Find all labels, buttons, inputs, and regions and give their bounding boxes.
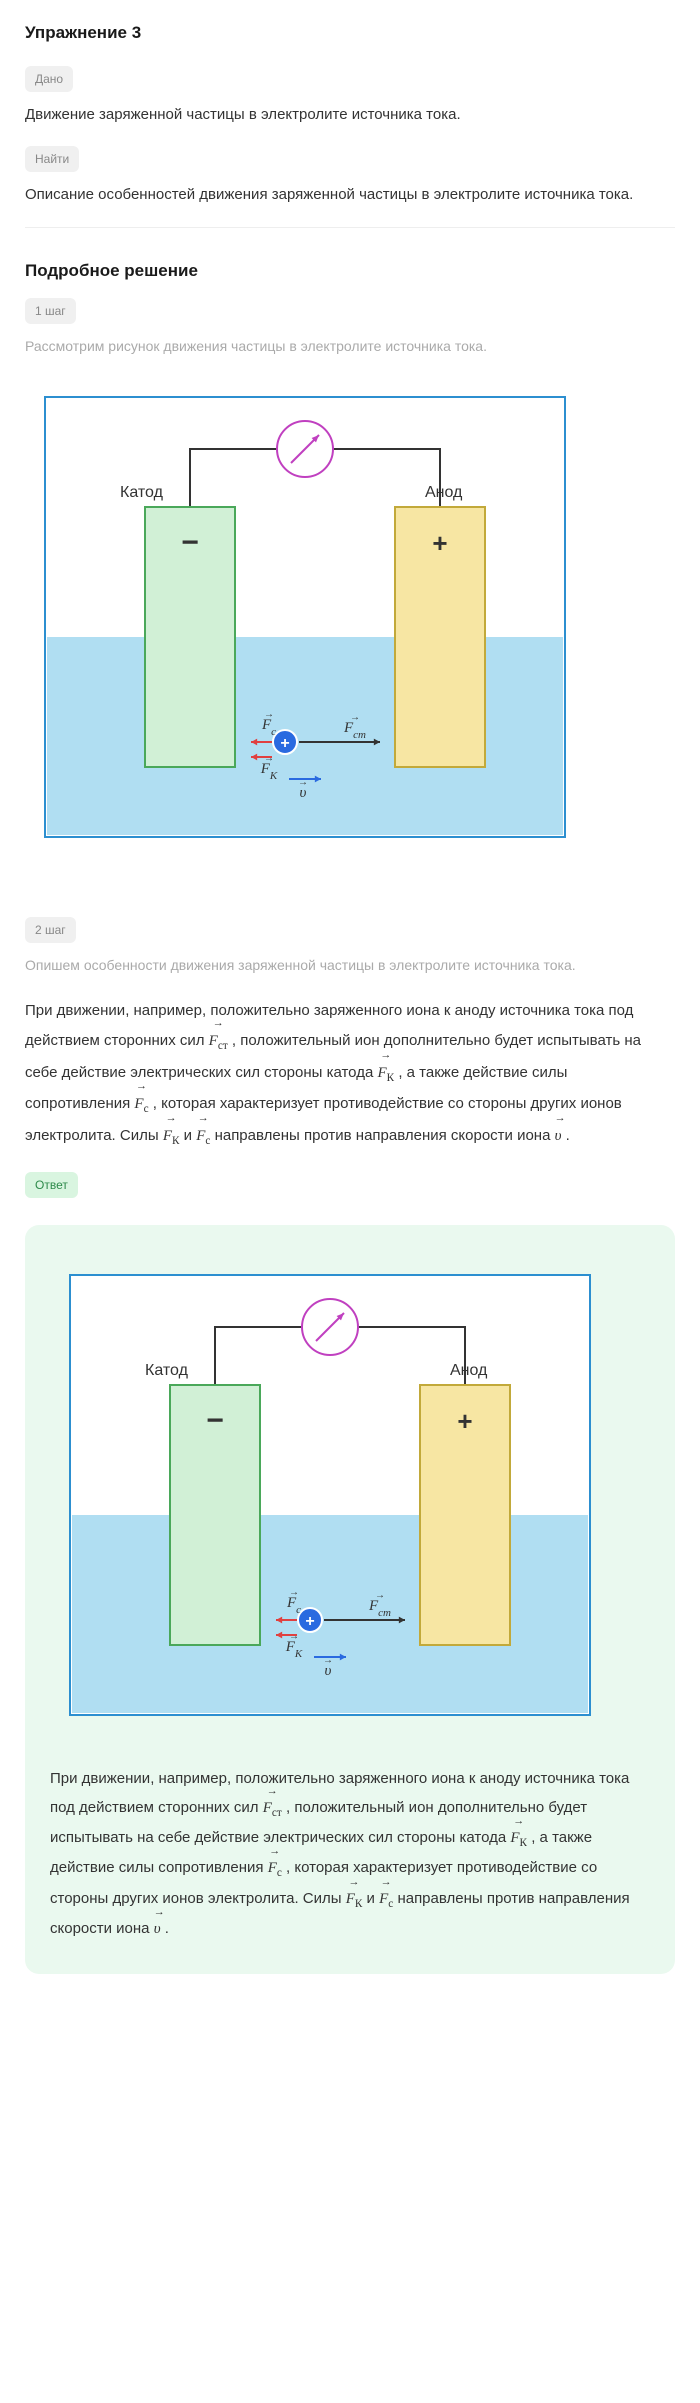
ans-vec-Fc: →Fс (268, 1854, 282, 1884)
step2-block: 2 шаг Опишем особенности движения заряже… (25, 917, 675, 976)
svg-text:−: − (206, 1404, 224, 1437)
svg-text:−: − (181, 526, 199, 559)
svg-text:υ: υ (300, 785, 307, 801)
find-tag: Найти (25, 146, 79, 172)
vec-v: →υ (555, 1121, 562, 1151)
svg-text:+: + (280, 735, 289, 752)
svg-text:Анод: Анод (425, 484, 463, 501)
step2-text: Опишем особенности движения заряженной ч… (25, 955, 675, 976)
exp-t7: . (566, 1127, 570, 1144)
ans-vec-v: →υ (154, 1915, 161, 1944)
ans-t7: . (165, 1920, 169, 1937)
vec-Fk: →FК (377, 1058, 394, 1090)
svg-text:+: + (305, 1613, 314, 1630)
given-text: Движение заряженной частицы в электролит… (25, 104, 675, 127)
ans-vec-Fk: →FК (510, 1824, 527, 1854)
find-block: Найти Описание особенностей движения зар… (25, 146, 675, 207)
exp-t5: и (184, 1127, 197, 1144)
exp-t6: направлены против направления скорости и… (215, 1127, 555, 1144)
ans-vec-Fc2: →Fс (379, 1885, 393, 1915)
svg-text:+: + (432, 528, 447, 558)
step1-block: 1 шаг Рассмотрим рисунок движения частиц… (25, 298, 675, 357)
vec-Fst: →Fст (209, 1026, 228, 1058)
step1-tag: 1 шаг (25, 298, 76, 324)
solution-title: Подробное решение (25, 258, 675, 284)
ans-t5: и (367, 1890, 380, 1907)
divider (25, 227, 675, 228)
given-block: Дано Движение заряженной частицы в элект… (25, 66, 675, 127)
svg-text:Катод: Катод (120, 484, 164, 501)
answer-block: Ответ (25, 1172, 675, 1210)
circuit-diagram-answer: КатодАнод−++→Fс→FК→Fст→υ (50, 1255, 610, 1735)
given-tag: Дано (25, 66, 73, 92)
svg-text:Катод: Катод (145, 1362, 189, 1379)
ans-vec-Fk2: →FК (346, 1885, 363, 1915)
explanation-paragraph: При движении, например, положительно зар… (25, 996, 675, 1152)
vec-Fc: →Fс (134, 1089, 148, 1121)
svg-text:+: + (457, 1406, 472, 1436)
circuit-diagram: КатодАнод−++→Fс→FК→Fст→υ (25, 377, 585, 857)
ans-vec-Fst: →Fст (263, 1794, 282, 1824)
step2-tag: 2 шаг (25, 917, 76, 943)
diagram-2: КатодАнод−++→Fс→FК→Fст→υ (50, 1255, 650, 1735)
diagram-1: КатодАнод−++→Fс→FК→Fст→υ (25, 377, 675, 857)
svg-text:Анод: Анод (450, 1362, 488, 1379)
answer-paragraph: При движении, например, положительно зар… (50, 1765, 650, 1944)
answer-box: Катод Анод − + + →Fс →FК →Fст →υ При движении, н… (25, 1225, 675, 1974)
svg-text:υ: υ (325, 1663, 332, 1679)
step1-text: Рассмотрим рисунок движения частицы в эл… (25, 336, 675, 357)
vec-Fk2: →FК (163, 1121, 180, 1153)
answer-tag: Ответ (25, 1172, 78, 1198)
find-text: Описание особенностей движения заряженно… (25, 184, 675, 207)
exercise-title: Упражнение 3 (25, 20, 675, 46)
vec-Fc2: →Fс (196, 1121, 210, 1153)
